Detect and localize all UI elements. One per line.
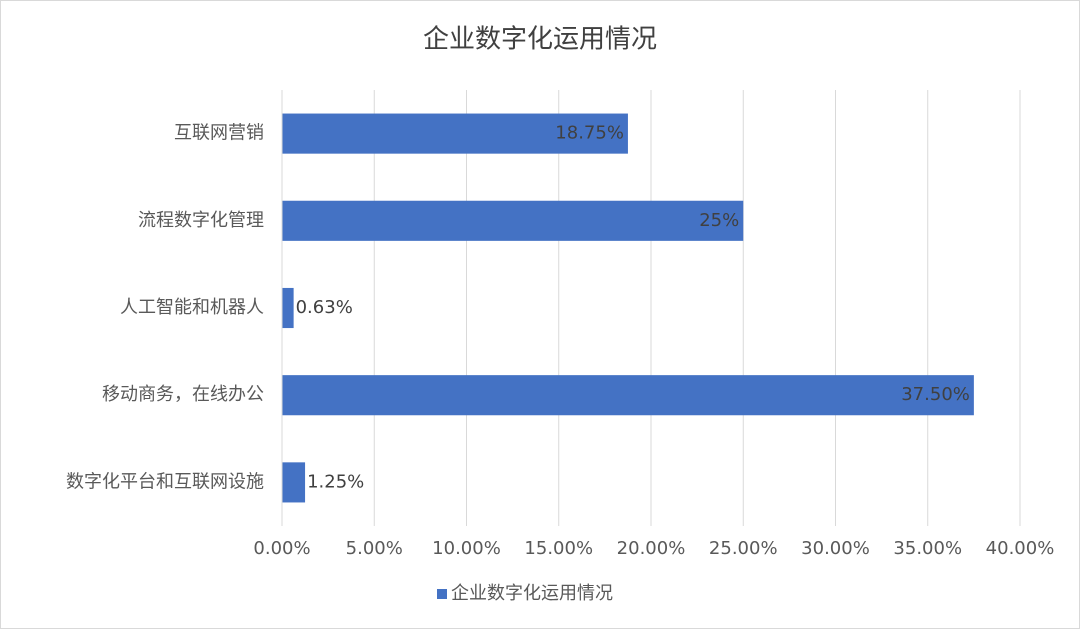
data-label: 1.25% <box>307 471 364 492</box>
x-tick-label: 30.00% <box>801 538 870 559</box>
data-label: 37.50% <box>901 384 970 405</box>
x-tick-label: 35.00% <box>893 538 962 559</box>
x-tick-label: 5.00% <box>346 538 403 559</box>
bar <box>282 462 306 503</box>
bar <box>282 287 294 329</box>
x-tick-label: 10.00% <box>432 538 501 559</box>
legend-swatch <box>437 589 447 599</box>
y-tick-label: 人工智能和机器人 <box>120 297 264 318</box>
data-label: 25% <box>699 210 739 231</box>
y-tick-label: 互联网营销 <box>174 123 264 144</box>
x-tick-label: 40.00% <box>986 538 1055 559</box>
x-tick-label: 25.00% <box>709 538 778 559</box>
chart-title: 企业数字化运用情况 <box>423 25 657 55</box>
x-tick-label: 15.00% <box>524 538 593 559</box>
y-tick-label: 移动商务，在线办公 <box>102 384 264 405</box>
y-tick-label: 数字化平台和互联网设施 <box>66 471 264 492</box>
x-tick-label: 0.00% <box>253 538 310 559</box>
x-tick-label: 20.00% <box>617 538 686 559</box>
bar <box>282 375 974 416</box>
data-label: 0.63% <box>296 297 353 318</box>
bar <box>282 200 744 241</box>
y-tick-label: 流程数字化管理 <box>138 210 264 231</box>
data-label: 18.75% <box>555 123 624 144</box>
legend-label: 企业数字化运用情况 <box>451 583 613 604</box>
bar <box>282 113 628 154</box>
